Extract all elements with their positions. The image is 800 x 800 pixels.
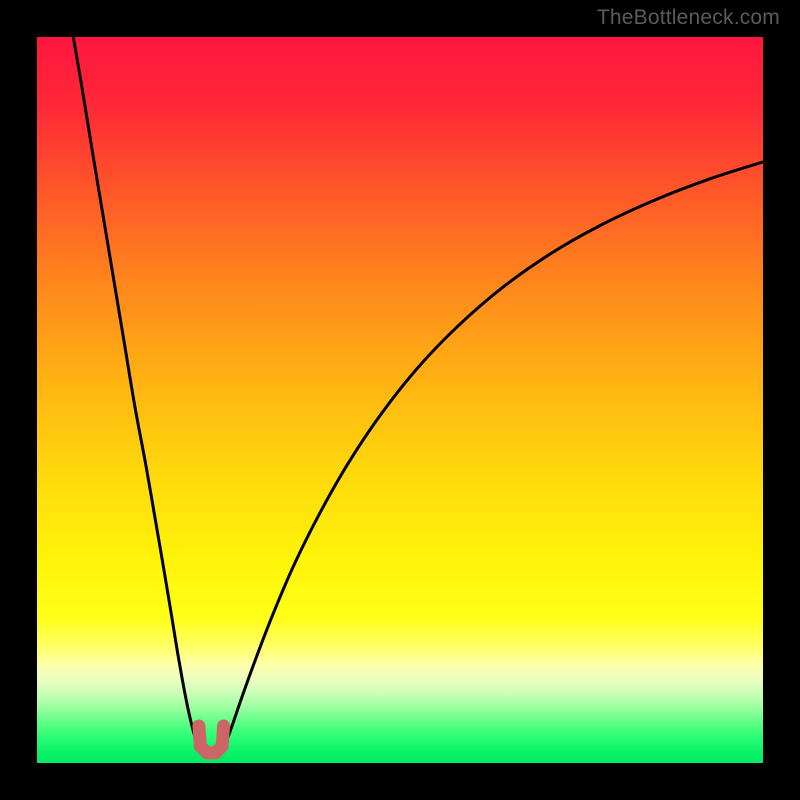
curve-right bbox=[223, 162, 763, 750]
valley-marker bbox=[199, 726, 224, 753]
watermark-text: TheBottleneck.com bbox=[597, 6, 780, 30]
plot-area bbox=[37, 37, 763, 763]
curve-left bbox=[73, 37, 199, 750]
